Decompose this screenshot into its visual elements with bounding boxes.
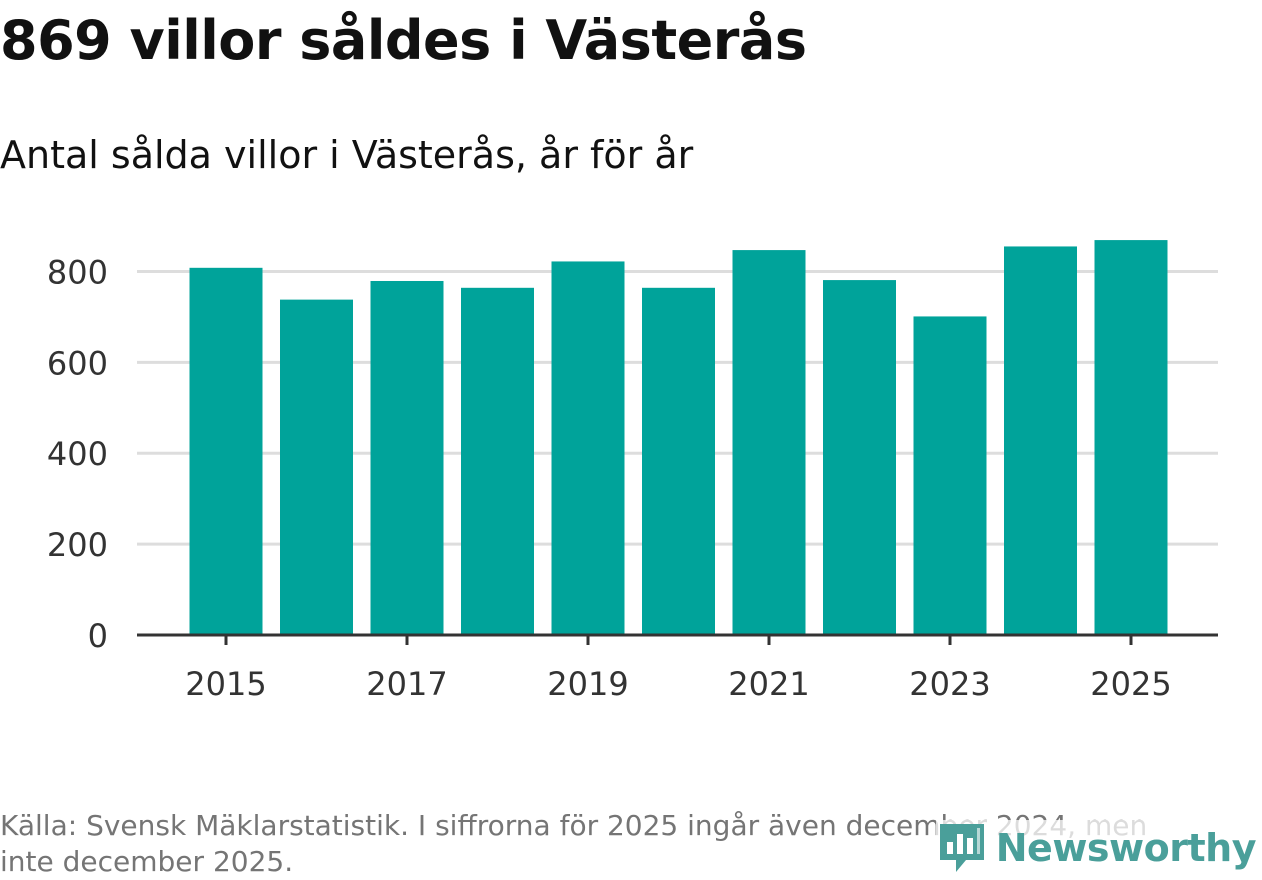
x-tick-label: 2023 [909,665,990,703]
bar-2022 [823,280,896,635]
bar-2015 [189,267,263,635]
y-tick-label: 200 [47,526,108,564]
bar-2019 [551,261,625,635]
y-tick-label: 600 [47,344,108,382]
bar-2024 [1004,246,1077,635]
x-tick-label: 2025 [1090,665,1171,703]
x-tick-label: 2017 [366,665,447,703]
y-tick-label: 400 [47,435,108,473]
axes: 0 200 400 600 800 2015 2017 2019 2021 2023 2025 [47,253,1218,703]
bar-2025 [1094,240,1168,636]
x-tick-label: 2015 [185,665,266,703]
chart-subtitle: Antal sålda villor i Västerås, år för år [0,133,694,177]
bar-2023 [913,316,987,635]
bar-2017 [370,280,444,635]
newsworthy-logo-icon [939,824,984,872]
brand-name: Newsworthy [995,826,1257,870]
bar-2021 [732,250,806,635]
y-tick-label: 0 [88,617,108,655]
bar-chart: 0 200 400 600 800 2015 2017 2019 2021 2023 2025 [47,240,1218,703]
chart-title: 869 villor såldes i Västerås [0,9,807,72]
y-tick-label: 800 [47,253,108,291]
brand-logo: Newsworthy [935,820,1257,876]
bar-2020 [642,287,715,635]
x-tick-label: 2019 [547,665,628,703]
bar-2016 [280,299,353,635]
bar-2018 [461,287,534,635]
x-tick-label: 2021 [728,665,809,703]
bars [189,240,1168,636]
